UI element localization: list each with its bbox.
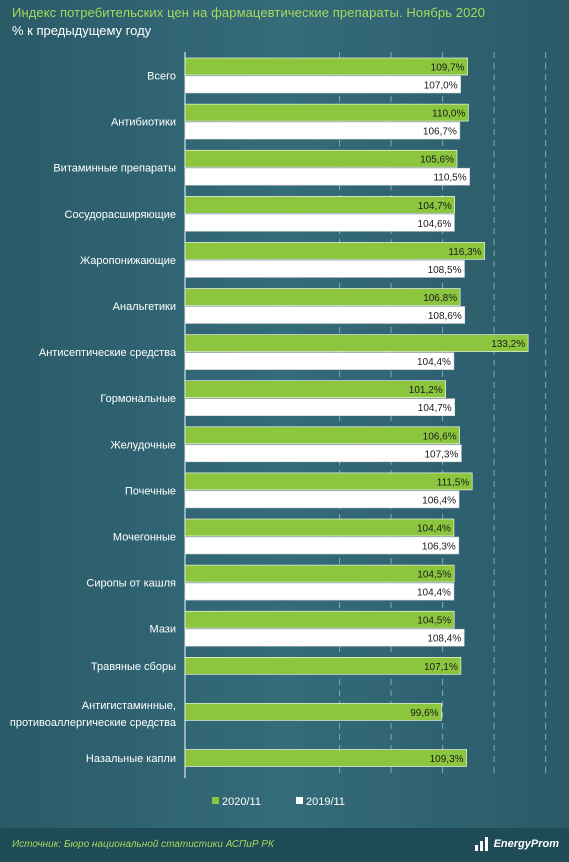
source-note: Источник: Бюро национальной статистики А… <box>12 839 274 850</box>
category-label: Сосудорасширяющие <box>65 209 176 221</box>
bar-label-2020: 111,5% <box>437 477 470 488</box>
bar-2020 <box>184 703 442 721</box>
bar-label-2020: 104,5% <box>417 570 451 581</box>
category-label: Витаминные препараты <box>53 163 176 175</box>
chart-subtitle: % к предыдущему году <box>12 23 152 38</box>
category-label: Антисептические средства <box>39 347 177 359</box>
bar-2019 <box>184 536 460 555</box>
bar-2020 <box>184 610 455 629</box>
bar-label-2019: 108,5% <box>428 265 462 276</box>
bar-label-2020: 101,2% <box>409 385 443 396</box>
bar-2020 <box>184 242 485 260</box>
bar-2020 <box>184 196 456 214</box>
bar-2019 <box>184 490 460 509</box>
category-label: Мази <box>150 624 176 636</box>
category-label: Сиропы от кашля <box>86 578 176 590</box>
bar-label-2019: 106,3% <box>422 542 456 553</box>
bar-label-2020: 106,6% <box>423 431 457 442</box>
footer: Источник: Бюро национальной статистики А… <box>0 828 569 862</box>
category-label: Почечные <box>125 485 176 497</box>
category-label: Назальные капли <box>86 753 176 765</box>
bar-label-2020: 106,8% <box>423 293 457 304</box>
bar-label-2020: 110,0% <box>432 109 465 120</box>
bar-label-2019: 106,7% <box>423 127 457 138</box>
bar-2019 <box>184 398 456 417</box>
legend-swatch-2019 <box>296 797 303 804</box>
legend-label-2019: 2019/11 <box>306 796 345 808</box>
bar-2019 <box>184 582 455 601</box>
bar-2020 <box>184 288 461 306</box>
category-label: Жаропонижающие <box>80 255 176 267</box>
logo-text: EnergyProm <box>493 838 559 850</box>
bar-2020 <box>184 426 460 445</box>
bar-2020 <box>184 749 467 767</box>
bar-label-2019: 104,4% <box>417 588 451 599</box>
bar-chart: 109,7% 107,0% Всего 110,0% 106,7% Антибиотики… <box>10 52 547 808</box>
bar-2020 <box>184 380 446 399</box>
bar-label-2019: 107,3% <box>424 449 458 460</box>
bar-label-2020: 99,6% <box>410 708 438 719</box>
category-label: Антигистаминные, <box>82 700 176 712</box>
bar-label-2019: 110,5% <box>433 173 466 184</box>
bar-label-2020: 109,3% <box>430 754 464 765</box>
bar-label-2019: 104,6% <box>418 219 452 230</box>
bar-2020 <box>184 518 455 537</box>
bar-label-2020: 116,3% <box>448 247 481 258</box>
bar-label-2020: 107,1% <box>424 662 458 673</box>
bar-label-2020: 104,4% <box>417 524 451 535</box>
category-label: Мочегонные <box>113 532 176 544</box>
bar-2020 <box>184 57 468 76</box>
bar-label-2020: 109,7% <box>431 63 465 74</box>
bar-2019 <box>184 306 466 324</box>
bar-2019 <box>184 260 465 278</box>
bar-2019 <box>184 352 455 370</box>
bar-2019 <box>184 121 461 140</box>
bar-2019 <box>184 444 462 463</box>
legend-label-2020: 2020/11 <box>222 796 261 808</box>
category-label: Гормональные <box>100 393 176 405</box>
bar-label-2019: 104,4% <box>417 357 451 368</box>
bar-label-2019: 107,0% <box>424 81 458 92</box>
bar-label-2020: 104,5% <box>417 616 451 627</box>
bar-2019 <box>184 75 461 94</box>
bar-2019 <box>184 214 455 232</box>
legend-swatch-2020 <box>212 797 219 804</box>
category-label: Всего <box>147 71 176 83</box>
bar-2020 <box>184 564 455 583</box>
bar-2019 <box>184 628 465 647</box>
category-label: Анальгетики <box>113 301 176 313</box>
bar-label-2020: 104,7% <box>418 201 452 212</box>
bar-label-2020: 133,2% <box>491 339 525 350</box>
category-label: Желудочные <box>111 439 176 451</box>
bar-2019 <box>184 167 470 186</box>
bar-label-2019: 108,4% <box>427 634 461 645</box>
bar-2020 <box>184 472 473 491</box>
bar-2020 <box>184 656 462 675</box>
category-label: противоаллергические средства <box>10 717 177 729</box>
bar-label-2019: 106,4% <box>422 495 456 506</box>
bar-label-2020: 105,6% <box>420 155 454 166</box>
category-label: Травяные сборы <box>91 661 176 673</box>
bar-label-2019: 108,6% <box>428 311 462 322</box>
energyprom-logo-icon <box>474 837 488 851</box>
energyprom-logo: EnergyProm <box>474 836 559 852</box>
category-label: Антибиотики <box>111 117 176 129</box>
bar-2020 <box>184 334 529 352</box>
bar-2020 <box>184 103 469 122</box>
chart-title: Индекс потребительских цен на фармацевти… <box>12 5 486 20</box>
bar-2020 <box>184 149 458 168</box>
bar-label-2019: 104,7% <box>418 403 452 414</box>
